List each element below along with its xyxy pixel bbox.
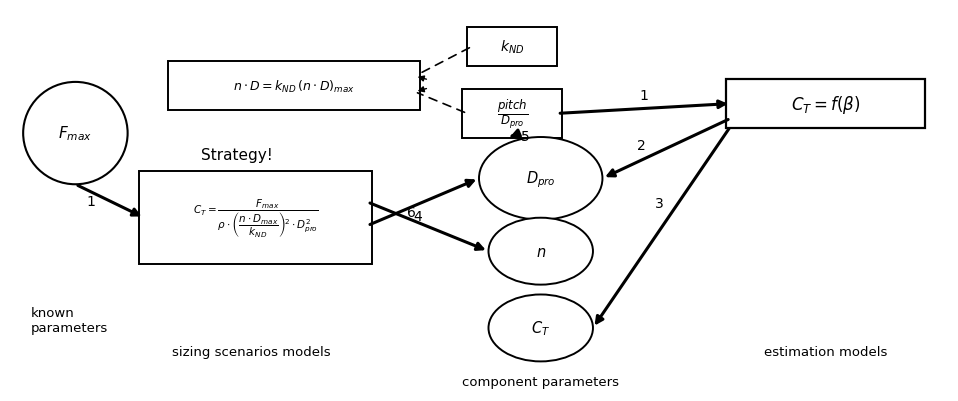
Ellipse shape <box>489 295 593 362</box>
Text: 3: 3 <box>655 196 664 211</box>
Text: $F_{max}$: $F_{max}$ <box>58 124 92 143</box>
Text: 1: 1 <box>640 89 649 102</box>
Text: sizing scenarios models: sizing scenarios models <box>171 345 331 358</box>
FancyBboxPatch shape <box>168 62 420 111</box>
FancyBboxPatch shape <box>726 80 925 129</box>
FancyBboxPatch shape <box>140 172 372 264</box>
Text: $k_{ND}$: $k_{ND}$ <box>500 38 524 56</box>
Text: $D_{pro}$: $D_{pro}$ <box>526 169 556 189</box>
FancyBboxPatch shape <box>463 89 562 139</box>
Text: $C_T = f(\beta)$: $C_T = f(\beta)$ <box>790 93 860 115</box>
Text: 5: 5 <box>521 130 530 144</box>
Ellipse shape <box>489 218 593 285</box>
Ellipse shape <box>23 83 127 185</box>
Text: estimation models: estimation models <box>764 345 887 358</box>
Text: 1: 1 <box>86 194 95 209</box>
Text: 2: 2 <box>637 139 646 153</box>
Text: $\dfrac{pitch}{D_{pro}}$: $\dfrac{pitch}{D_{pro}}$ <box>496 97 528 131</box>
Text: $C_T = \dfrac{F_{max}}{\rho \cdot \left(\dfrac{n \cdot D_{max}}{k_{ND}}\right)^{: $C_T = \dfrac{F_{max}}{\rho \cdot \left(… <box>193 197 319 239</box>
Text: $C_T$: $C_T$ <box>531 319 550 338</box>
Text: $n$: $n$ <box>536 244 546 259</box>
FancyBboxPatch shape <box>468 28 558 67</box>
Text: 4: 4 <box>413 210 422 224</box>
Text: known
parameters: known parameters <box>31 306 108 334</box>
Text: component parameters: component parameters <box>462 375 619 388</box>
Text: 6: 6 <box>406 205 416 219</box>
Text: $n \cdot D = k_{ND}\,(n \cdot D)_{max}$: $n \cdot D = k_{ND}\,(n \cdot D)_{max}$ <box>233 79 354 95</box>
Ellipse shape <box>479 138 603 220</box>
Text: Strategy!: Strategy! <box>201 148 273 163</box>
